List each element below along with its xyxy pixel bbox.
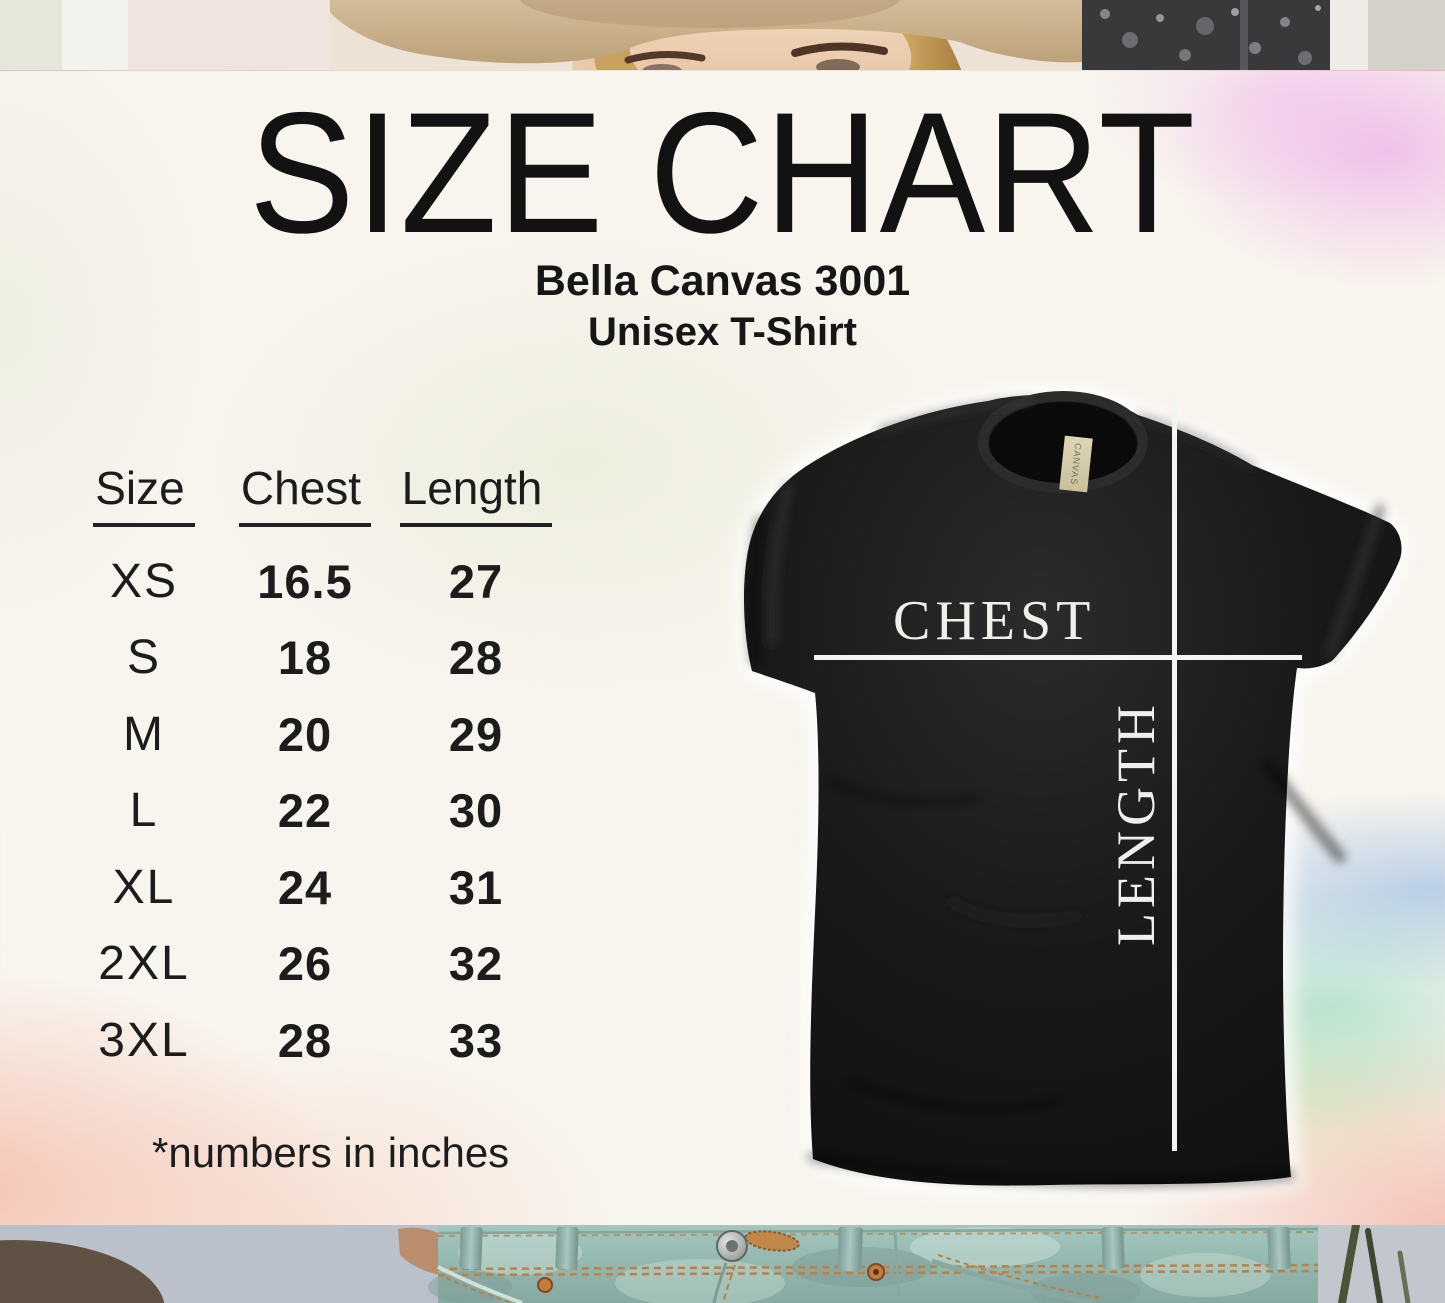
length-cell: 30 <box>448 784 504 838</box>
table-row: S 18 28 <box>58 620 578 697</box>
waistband-top-stitch <box>437 1231 1319 1237</box>
pocket-left-seam <box>437 1265 523 1303</box>
wall-right <box>1368 0 1445 70</box>
waistband-top-seam <box>437 1227 1319 1235</box>
page-title: SIZE CHART <box>248 77 1197 269</box>
fly-stitch <box>722 1264 736 1303</box>
side-seam <box>893 1230 901 1303</box>
buttonhole-patch <box>744 1230 800 1252</box>
jeans-photo-bottom <box>0 1225 1445 1303</box>
length-axis-label: LENGTH <box>1106 700 1166 946</box>
length-cell: 28 <box>448 631 504 685</box>
table-row: XL 24 31 <box>58 849 578 926</box>
chest-cell: 22 <box>277 784 333 838</box>
tshirt-diagram <box>733 384 1412 1196</box>
hair-right <box>898 24 962 70</box>
size-table-body: XS 16.5 27 S 18 28 M 20 29 L 22 30 XL 24 31 2XL 26 32 3XL 2… <box>58 543 578 1079</box>
subtitle-style: Unisex T-Shirt <box>588 310 857 354</box>
pocket-right-seam <box>931 1258 1093 1303</box>
table-row: XS 16.5 27 <box>58 543 578 620</box>
size-cell: L <box>129 784 159 838</box>
rivet-right-center <box>873 1269 879 1275</box>
waistband-stitch-1 <box>437 1263 1319 1271</box>
chest-cell: 28 <box>277 1013 333 1067</box>
column-header-chest: Chest <box>238 461 372 527</box>
waistband-stitch-2 <box>437 1269 1319 1277</box>
plant-stems <box>1338 1225 1411 1303</box>
shirt-body <box>743 394 1402 1186</box>
chest-axis-label: CHEST <box>893 590 1096 652</box>
column-header-length: Length <box>399 461 553 527</box>
size-table: Size Chest Length XS 16.5 27 S 18 28 M 20 29 L 22 3… <box>58 461 578 1079</box>
wall-left <box>0 0 62 70</box>
length-measure-line <box>1172 394 1177 1151</box>
fabric-wrinkles <box>747 399 1385 1187</box>
table-row: L 22 30 <box>58 773 578 850</box>
size-cell: XL <box>112 860 176 914</box>
jeans-button-center <box>726 1240 738 1252</box>
table-row: 3XL 28 33 <box>58 1002 578 1079</box>
belt-loops <box>459 1226 1291 1272</box>
hat-brim <box>330 0 1082 64</box>
chest-cell: 20 <box>277 707 333 761</box>
jeans-illustration <box>0 1225 1445 1303</box>
size-table-header: Size Chest Length <box>58 461 578 527</box>
column-header-size: Size <box>93 461 195 527</box>
watercolor-panel: SIZE CHART Bella Canvas 3001 Unisex T-Sh… <box>0 70 1445 1225</box>
chest-cell: 26 <box>277 937 333 991</box>
table-row: 2XL 26 32 <box>58 926 578 1003</box>
fly-seam <box>712 1262 728 1303</box>
light-streak <box>1240 0 1248 70</box>
eye-right <box>816 59 860 70</box>
bokeh-dots <box>1100 5 1321 65</box>
chest-cell: 18 <box>277 631 333 685</box>
curtain <box>62 0 128 70</box>
door-frame <box>1330 0 1368 70</box>
hat-crown-shadow <box>520 0 900 28</box>
bokeh-background <box>1082 0 1330 70</box>
hat-photo-illustration <box>0 0 1445 70</box>
model-photo-top <box>0 0 1445 70</box>
length-cell: 33 <box>448 1013 504 1067</box>
length-cell: 27 <box>448 554 504 608</box>
eyebrow-left <box>624 50 706 64</box>
table-row: M 20 29 <box>58 696 578 773</box>
chest-cell: 24 <box>277 860 333 914</box>
eye-left <box>642 64 682 70</box>
pink-wall <box>128 0 342 70</box>
size-cell: M <box>123 707 165 761</box>
denim-mottling <box>428 1227 1270 1303</box>
size-cell: 3XL <box>98 1013 190 1067</box>
rivet-left <box>537 1277 553 1293</box>
chest-measure-line <box>814 655 1302 660</box>
length-cell: 29 <box>448 707 504 761</box>
chest-cell: 16.5 <box>257 554 353 608</box>
length-cell: 32 <box>448 937 504 991</box>
subtitle-brand: Bella Canvas 3001 <box>534 257 911 305</box>
size-cell: 2XL <box>98 937 190 991</box>
neck-tag: CANVAS <box>1059 435 1093 493</box>
size-cell: XS <box>109 554 179 608</box>
hand <box>398 1227 440 1275</box>
length-cell: 31 <box>448 860 504 914</box>
size-cell: S <box>126 631 161 685</box>
neck-tag-text: CANVAS <box>1068 442 1084 486</box>
pocket-left-stitch <box>437 1273 515 1303</box>
dark-corner <box>0 1240 165 1303</box>
pocket-right-stitch <box>937 1254 1101 1299</box>
units-footnote: *numbers in inches <box>152 1129 510 1176</box>
eyebrow-right <box>791 42 888 57</box>
wall-right-bottom <box>1318 1225 1445 1303</box>
